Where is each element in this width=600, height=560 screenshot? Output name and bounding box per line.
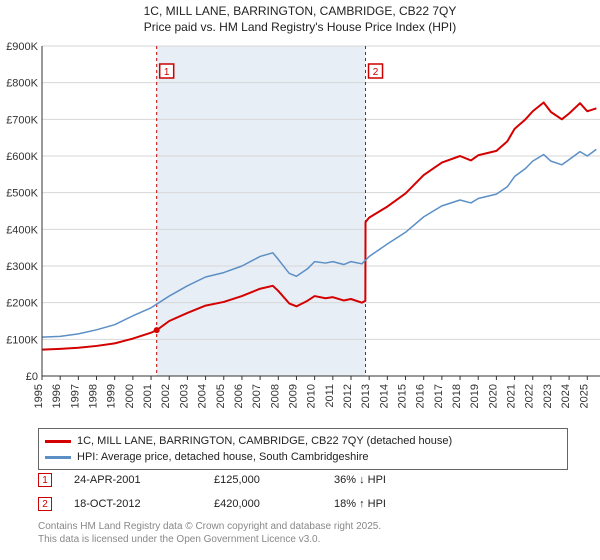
- marker-badge: 2: [38, 497, 52, 511]
- svg-text:2006: 2006: [233, 384, 245, 408]
- svg-text:£0: £0: [26, 371, 38, 383]
- svg-text:2: 2: [373, 67, 379, 78]
- marker-row: 1 24-APR-2001 £125,000 36% ↓ HPI: [38, 468, 454, 492]
- svg-text:2018: 2018: [451, 384, 463, 408]
- chart-title-line2: Price paid vs. HM Land Registry's House …: [0, 20, 600, 36]
- marker-price: £420,000: [214, 498, 334, 510]
- svg-text:2013: 2013: [360, 384, 372, 408]
- legend-label: HPI: Average price, detached house, Sout…: [77, 451, 368, 463]
- chart-title-line1: 1C, MILL LANE, BARRINGTON, CAMBRIDGE, CB…: [0, 4, 600, 20]
- svg-text:£100K: £100K: [6, 334, 38, 346]
- legend-label: 1C, MILL LANE, BARRINGTON, CAMBRIDGE, CB…: [77, 435, 452, 447]
- svg-text:2004: 2004: [197, 384, 209, 408]
- svg-text:2012: 2012: [342, 384, 354, 408]
- legend-swatch: [45, 440, 71, 443]
- legend: 1C, MILL LANE, BARRINGTON, CAMBRIDGE, CB…: [38, 428, 568, 470]
- svg-text:2016: 2016: [415, 384, 427, 408]
- svg-text:£800K: £800K: [6, 78, 38, 90]
- svg-text:2019: 2019: [469, 384, 481, 408]
- svg-text:2023: 2023: [542, 384, 554, 408]
- svg-text:£600K: £600K: [6, 151, 38, 163]
- marker-price: £125,000: [214, 474, 334, 486]
- svg-text:2020: 2020: [487, 384, 499, 408]
- svg-text:1: 1: [164, 67, 170, 78]
- svg-text:£900K: £900K: [6, 41, 38, 53]
- svg-text:2002: 2002: [160, 384, 172, 408]
- svg-text:£500K: £500K: [6, 188, 38, 200]
- marker-row: 2 18-OCT-2012 £420,000 18% ↑ HPI: [38, 492, 454, 516]
- svg-text:2000: 2000: [124, 384, 136, 408]
- price-chart: £0 £100K £200K £300K £400K £500K £600K £700K £80…: [0, 40, 600, 420]
- svg-text:2024: 2024: [560, 384, 572, 408]
- svg-text:2022: 2022: [524, 384, 536, 408]
- svg-text:2001: 2001: [142, 384, 154, 408]
- svg-text:2011: 2011: [324, 384, 336, 408]
- svg-text:£700K: £700K: [6, 114, 38, 126]
- svg-text:2008: 2008: [269, 384, 281, 408]
- svg-text:2015: 2015: [397, 384, 409, 408]
- marker-badge: 1: [38, 473, 52, 487]
- marker-table: 1 24-APR-2001 £125,000 36% ↓ HPI 2 18-OC…: [38, 468, 454, 516]
- svg-text:2009: 2009: [287, 384, 299, 408]
- footer-line1: Contains HM Land Registry data © Crown c…: [38, 520, 381, 533]
- marker-date: 18-OCT-2012: [74, 498, 214, 510]
- svg-text:1998: 1998: [88, 384, 100, 408]
- svg-text:2005: 2005: [215, 384, 227, 408]
- svg-text:1997: 1997: [69, 384, 81, 408]
- svg-text:2007: 2007: [251, 384, 263, 408]
- legend-item: HPI: Average price, detached house, Sout…: [45, 449, 561, 465]
- legend-item: 1C, MILL LANE, BARRINGTON, CAMBRIDGE, CB…: [45, 433, 561, 449]
- marker-pct: 18% ↑ HPI: [334, 498, 454, 510]
- svg-text:2017: 2017: [433, 384, 445, 408]
- marker-date: 24-APR-2001: [74, 474, 214, 486]
- svg-text:2025: 2025: [578, 384, 590, 408]
- marker-pct: 36% ↓ HPI: [334, 474, 454, 486]
- svg-text:1995: 1995: [33, 384, 45, 408]
- svg-text:2021: 2021: [506, 384, 518, 408]
- svg-text:2014: 2014: [378, 384, 390, 408]
- footer-line2: This data is licensed under the Open Gov…: [38, 533, 381, 546]
- svg-text:1996: 1996: [51, 384, 63, 408]
- svg-text:2003: 2003: [178, 384, 190, 408]
- svg-text:£400K: £400K: [6, 224, 38, 236]
- svg-text:£200K: £200K: [6, 298, 38, 310]
- svg-text:2010: 2010: [306, 384, 318, 408]
- footer: Contains HM Land Registry data © Crown c…: [38, 520, 381, 546]
- svg-text:£300K: £300K: [6, 261, 38, 273]
- legend-swatch: [45, 456, 71, 459]
- svg-text:1999: 1999: [106, 384, 118, 408]
